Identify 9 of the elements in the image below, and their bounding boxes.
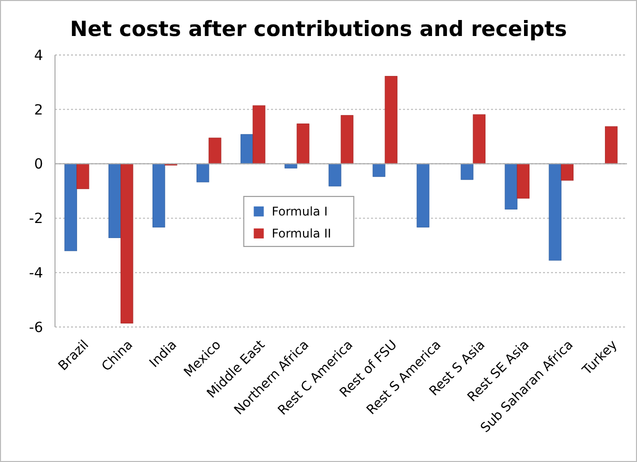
y-tick-label: -4: [29, 266, 44, 282]
y-tick-label: 4: [34, 48, 44, 64]
legend-label: Formula I: [272, 204, 328, 219]
y-tick-label: -2: [29, 211, 43, 228]
y-tick-label: -6: [29, 320, 44, 336]
chart-title: Net costs after contributions and receipts: [70, 17, 567, 41]
legend-label: Formula II: [272, 226, 332, 241]
y-tick-label: 0: [34, 156, 43, 173]
y-tick-label: 2: [34, 102, 43, 118]
